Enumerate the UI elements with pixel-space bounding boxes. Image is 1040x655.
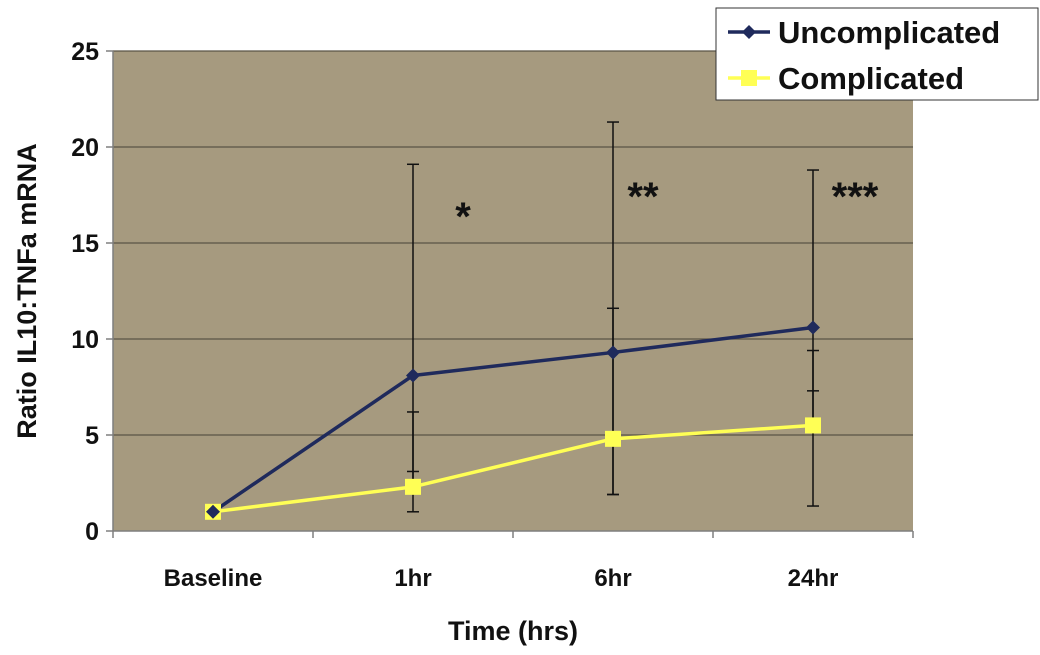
- data-point-uncomplicated: [206, 504, 220, 519]
- data-point-uncomplicated: [406, 368, 420, 383]
- series-line-complicated: [212, 423, 814, 514]
- y-tick-label: 20: [71, 134, 99, 162]
- legend-label: Complicated: [778, 61, 964, 96]
- data-point-uncomplicated: [606, 345, 620, 360]
- y-tick-label: 0: [85, 518, 99, 546]
- gridlines: [113, 50, 913, 436]
- y-tick-label: 5: [85, 422, 99, 450]
- series-line-uncomplicated: [212, 325, 814, 514]
- x-tick-label: 24hr: [788, 565, 839, 592]
- series-lines: [212, 325, 814, 514]
- series-markers: [205, 320, 821, 520]
- significance-marker: ***: [832, 175, 879, 219]
- significance-marker: *: [455, 195, 471, 239]
- data-point-complicated: [805, 417, 821, 434]
- legend-label: Uncomplicated: [778, 15, 1000, 50]
- x-tick-label: 1hr: [394, 565, 431, 592]
- legend-marker: [742, 25, 756, 39]
- y-axis-label: Ratio IL10:TNFa mRNA: [12, 143, 42, 439]
- data-point-complicated: [405, 478, 421, 495]
- legend-marker: [741, 70, 757, 86]
- x-axis-label: Time (hrs): [448, 616, 578, 646]
- x-tick-label: Baseline: [164, 565, 263, 592]
- significance-marker: **: [627, 175, 659, 219]
- data-point-uncomplicated: [806, 320, 820, 335]
- y-tick-label: 15: [71, 230, 99, 258]
- legend-box: [715, 7, 1039, 101]
- y-tick-label: 25: [71, 38, 99, 66]
- plot-area: [113, 51, 913, 531]
- axes: 0 5 10 15 20 25 Baseline 1hr 6hr 24hr: [71, 38, 914, 592]
- legend: Uncomplicated Complicated: [715, 7, 1039, 101]
- x-tick-label: 6hr: [594, 565, 631, 592]
- y-tick-label: 10: [71, 326, 99, 354]
- data-point-complicated: [605, 430, 621, 447]
- significance-annotations: * ** ***: [455, 175, 879, 239]
